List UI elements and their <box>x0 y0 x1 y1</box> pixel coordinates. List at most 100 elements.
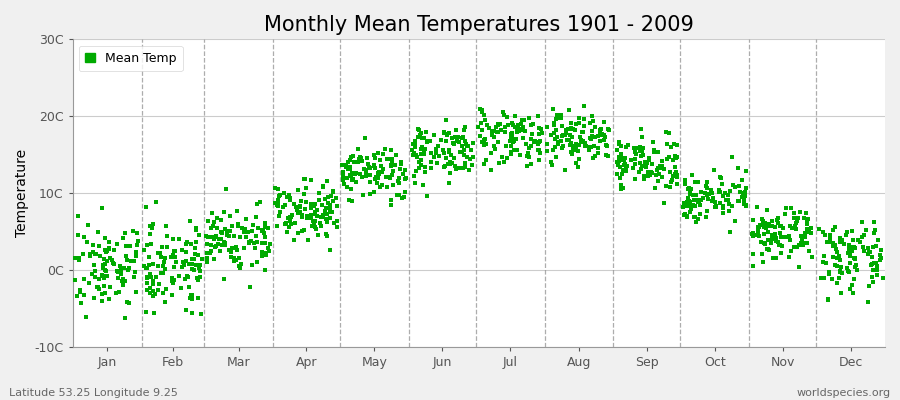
Point <box>562 106 576 113</box>
Point <box>631 144 645 151</box>
Point <box>724 154 739 160</box>
Point <box>788 223 802 229</box>
Point <box>711 186 725 193</box>
Point <box>845 290 859 296</box>
Point <box>232 254 247 261</box>
Point <box>512 128 526 134</box>
Point <box>115 282 130 288</box>
Point <box>443 159 457 166</box>
Point <box>815 229 830 235</box>
Point <box>751 230 765 236</box>
Point <box>98 268 112 274</box>
Point <box>270 222 284 229</box>
Point <box>323 247 338 253</box>
Point <box>594 131 608 138</box>
Point <box>121 242 135 249</box>
Point <box>457 147 472 153</box>
Point <box>706 166 721 173</box>
Point <box>396 194 410 201</box>
Point <box>322 202 337 208</box>
Point <box>307 222 321 228</box>
Point <box>544 158 559 165</box>
Point <box>336 173 350 180</box>
Point <box>408 141 422 148</box>
Point <box>286 237 301 243</box>
Point <box>812 226 826 232</box>
Point <box>680 199 694 206</box>
Point <box>611 156 625 162</box>
Point <box>597 132 611 138</box>
Point <box>142 262 157 269</box>
Point <box>590 145 605 152</box>
Point <box>535 130 549 136</box>
Point <box>684 186 698 192</box>
Point <box>91 228 105 235</box>
Point <box>351 146 365 152</box>
Point <box>314 202 328 208</box>
Point <box>250 239 265 246</box>
Point <box>477 142 491 148</box>
Point <box>320 210 335 217</box>
Point <box>690 197 705 203</box>
Point <box>745 217 760 223</box>
Point <box>436 147 451 154</box>
Point <box>231 255 246 262</box>
Point <box>826 243 841 249</box>
Point <box>418 163 432 170</box>
Point <box>514 126 528 132</box>
Point <box>532 131 546 137</box>
Point <box>146 261 160 268</box>
Point <box>237 245 251 251</box>
Point <box>518 141 533 147</box>
Point <box>750 232 764 238</box>
Point <box>628 149 643 155</box>
Point <box>171 273 185 279</box>
Point <box>783 223 797 230</box>
Point <box>819 260 833 266</box>
Point <box>706 198 720 204</box>
Point <box>683 203 698 210</box>
Point <box>72 257 86 264</box>
Point <box>701 196 716 203</box>
Point <box>550 112 564 118</box>
Point <box>320 193 335 200</box>
Point <box>761 236 776 243</box>
Point <box>374 163 388 169</box>
Point <box>588 152 602 159</box>
Point <box>846 244 860 250</box>
Point <box>460 143 474 150</box>
Point <box>262 248 276 254</box>
Point <box>81 222 95 228</box>
Point <box>861 283 876 289</box>
Point <box>408 138 422 144</box>
Point <box>362 163 376 170</box>
Point <box>357 135 372 141</box>
Point <box>638 173 652 179</box>
Point <box>758 220 772 226</box>
Point <box>368 176 382 182</box>
Point <box>768 224 782 230</box>
Point <box>822 270 836 276</box>
Point <box>551 139 565 145</box>
Point <box>752 224 767 230</box>
Point <box>805 254 819 260</box>
Point <box>128 269 142 275</box>
Point <box>814 274 828 281</box>
Point <box>367 188 382 195</box>
Point <box>592 138 607 144</box>
Point <box>231 223 246 230</box>
Point <box>832 275 846 282</box>
Point <box>714 175 728 181</box>
Point <box>670 180 684 187</box>
Point <box>394 161 409 167</box>
Point <box>255 228 269 235</box>
Point <box>646 139 661 145</box>
Point <box>326 198 340 204</box>
Point <box>778 234 792 240</box>
Point <box>757 231 771 238</box>
Point <box>620 163 634 169</box>
Point <box>83 252 97 259</box>
Legend: Mean Temp: Mean Temp <box>79 46 183 71</box>
Point <box>547 144 562 150</box>
Point <box>146 278 160 284</box>
